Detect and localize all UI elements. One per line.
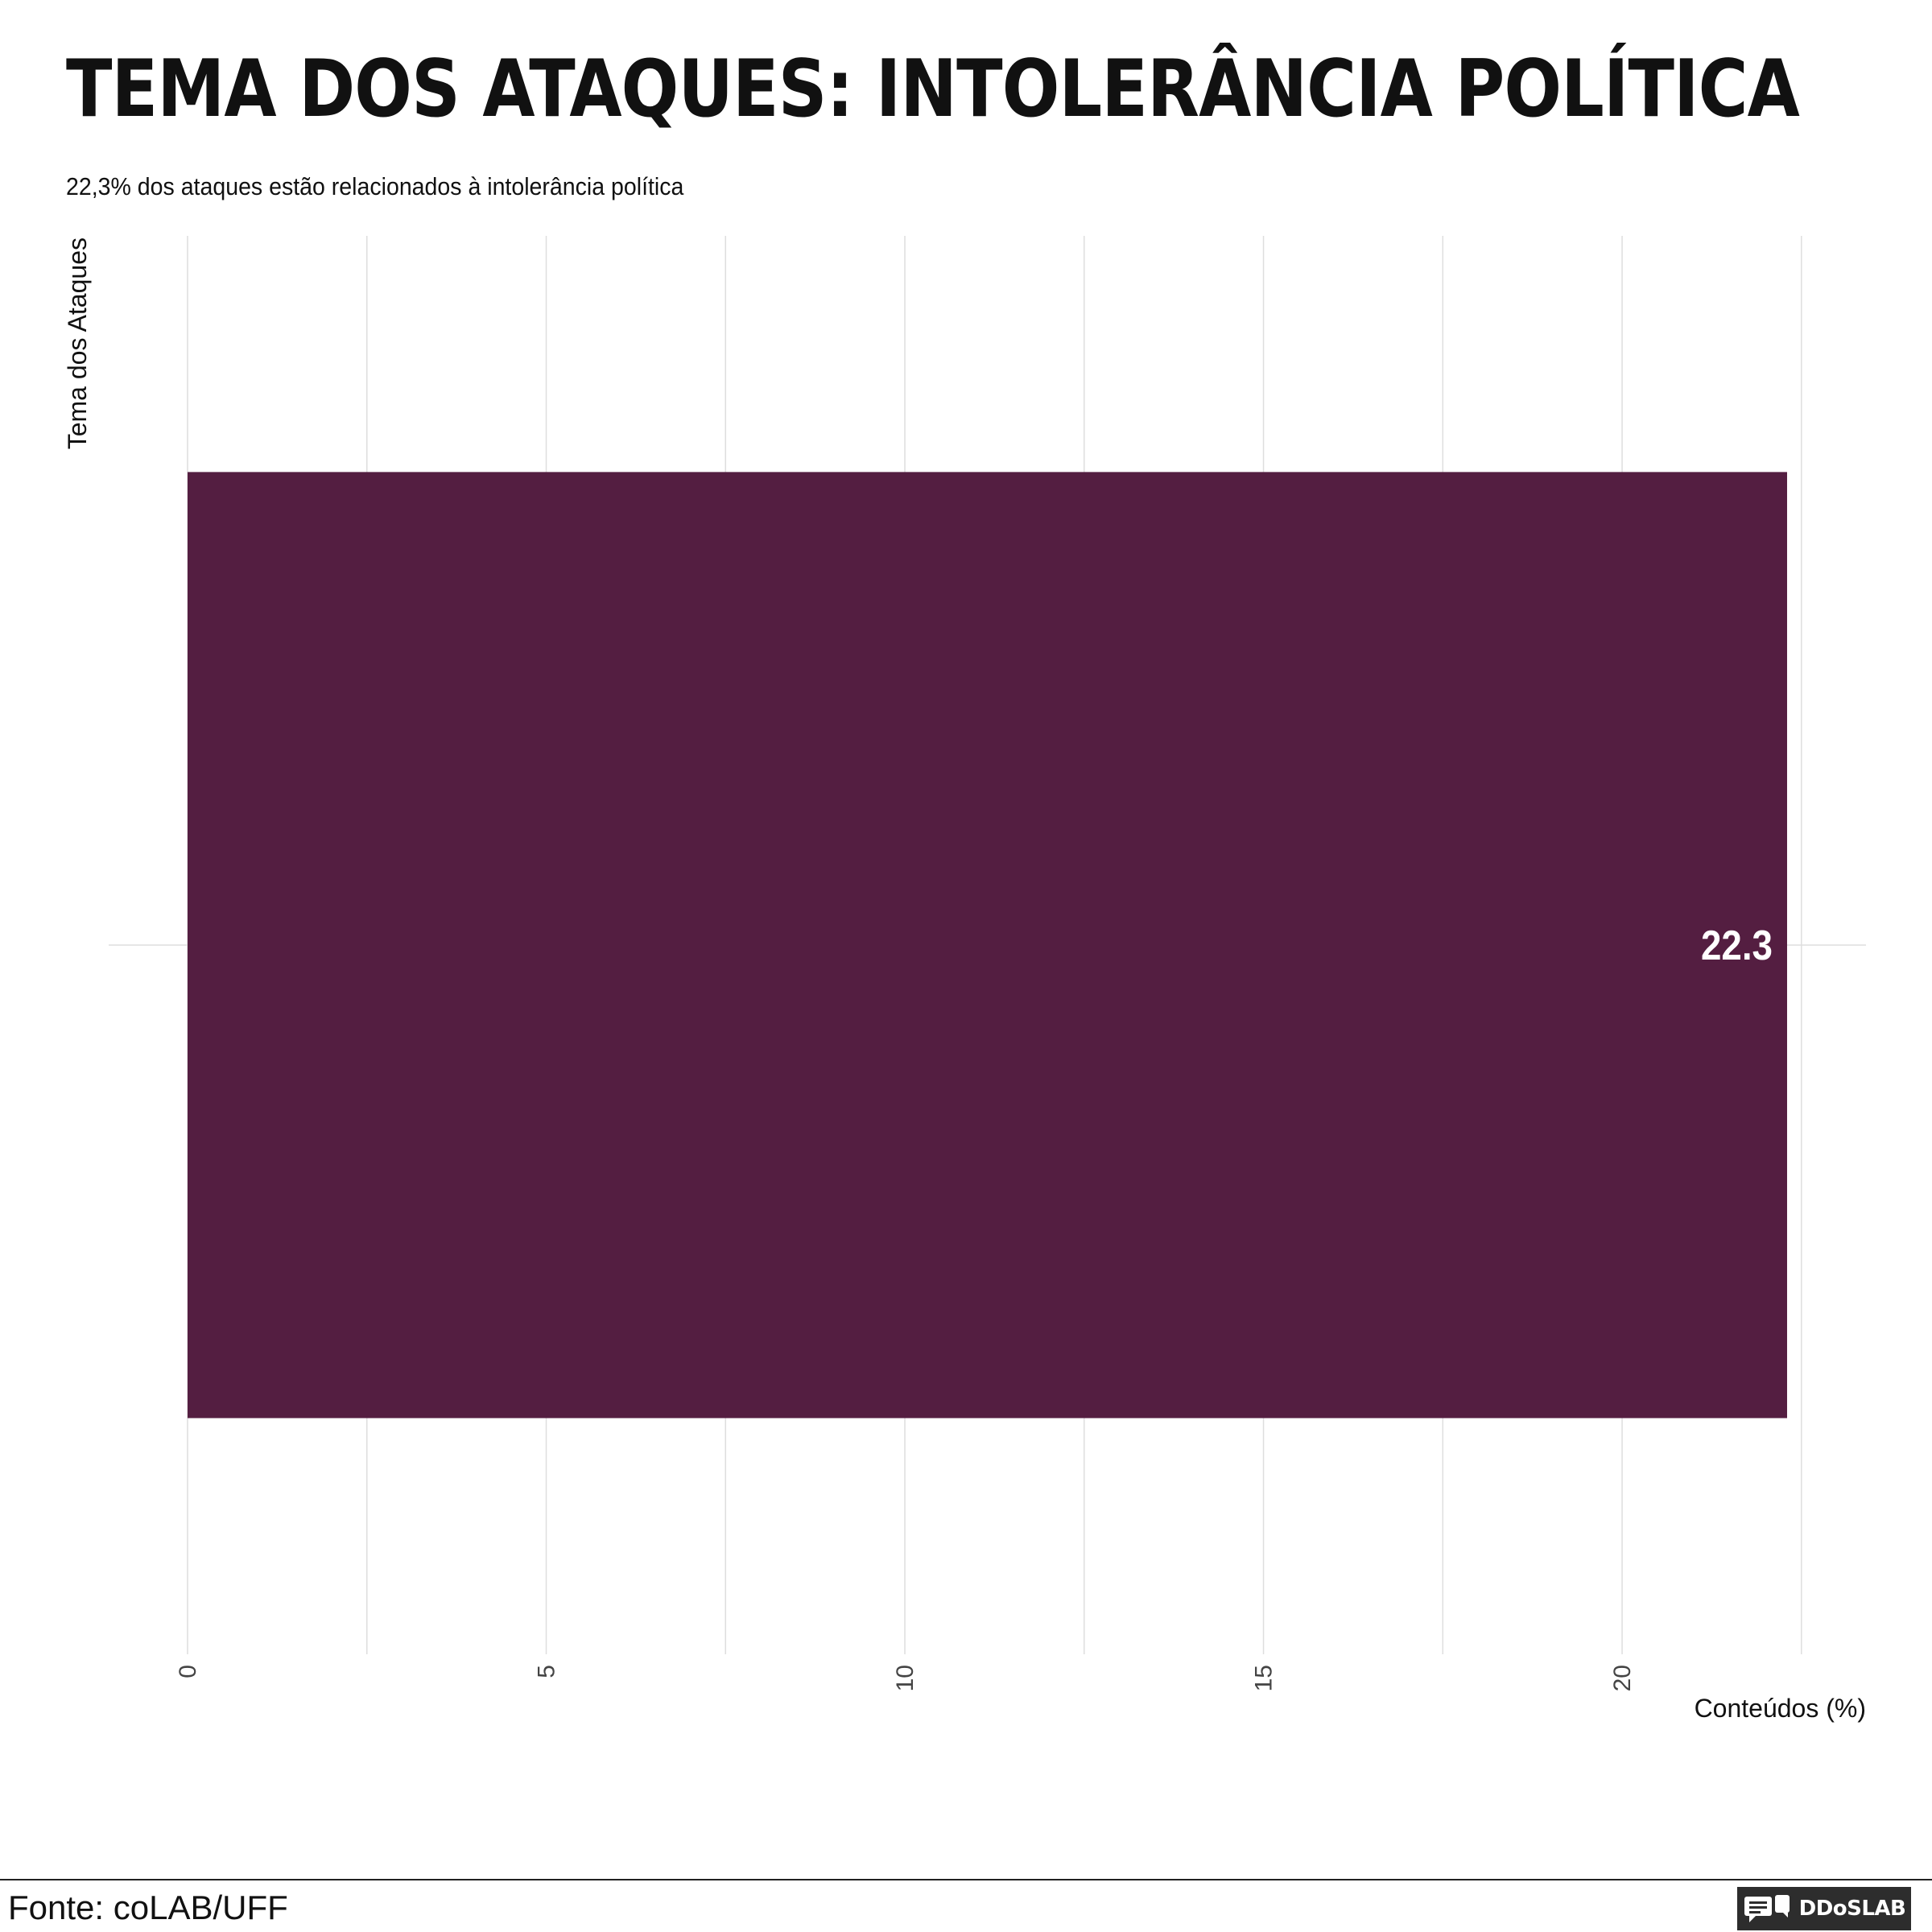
bar-layer: [188, 472, 1787, 1418]
chart-plot: 22.3 0 5 10 15 20 Conteúdos (%) Tema dos Ataqu…: [63, 236, 1866, 1723]
chart-subtitle: 22,3% dos ataques estão relacionados à i…: [66, 172, 684, 200]
ddoslab-logo: DDoSLAB: [1737, 1887, 1911, 1930]
label-layer: 22.3: [1701, 923, 1773, 968]
bar: [188, 472, 1787, 1418]
footer-source: Fonte: coLAB/UFF: [8, 1889, 288, 1926]
axis-layer: 0 5 10 15 20 Conteúdos (%) Tema dos Ataques: [63, 237, 1866, 1723]
x-tick-label: 10: [892, 1665, 919, 1691]
logo-text: DDoSLAB: [1798, 1897, 1906, 1921]
bar-data-label: 22.3: [1701, 923, 1773, 968]
x-tick-label: 15: [1251, 1665, 1278, 1691]
x-tick-label: 5: [534, 1665, 560, 1678]
chat-bubbles-icon: [1744, 1895, 1790, 1922]
x-axis-title: Conteúdos (%): [1695, 1694, 1866, 1723]
x-tick-label: 0: [175, 1665, 201, 1678]
x-tick-label: 20: [1609, 1665, 1636, 1691]
chart-title: Tema dos Ataques: Intolerância Política: [66, 43, 1800, 135]
y-axis-title: Tema dos Ataques: [63, 237, 92, 449]
footer-divider: [0, 1879, 1932, 1880]
